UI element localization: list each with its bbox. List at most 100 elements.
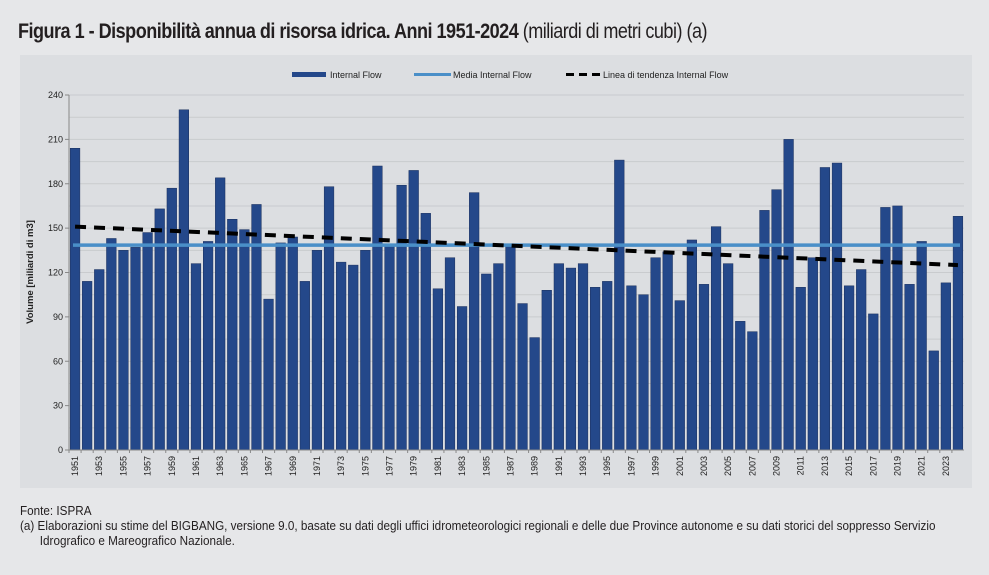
bar-2009 (771, 189, 782, 451)
x-tick-label: 2007 (747, 456, 757, 476)
x-tick-label: 1969 (288, 456, 298, 476)
bar-1982 (444, 257, 456, 451)
bar-2022 (928, 350, 939, 451)
bar-2007 (747, 331, 758, 451)
bar-2019 (892, 205, 903, 451)
bar-1975 (360, 250, 371, 451)
bar-2002 (686, 239, 697, 451)
bar-1989 (529, 337, 540, 451)
bar-1999 (650, 257, 661, 451)
x-tick-label: 2017 (868, 456, 878, 476)
bar-2023 (940, 282, 951, 451)
x-axis: 1951 1953 1955 1957 1959 1961 1963 1965 1967 1969… (68, 449, 964, 476)
bar-2006 (735, 321, 746, 451)
bar-2005 (723, 263, 734, 451)
figure-title-bold: Figura 1 - Disponibilità annua di risors… (18, 20, 519, 43)
bar-1966 (251, 204, 262, 451)
bar-1987 (505, 244, 516, 451)
bar-1992 (565, 267, 577, 451)
x-tick-label: 1979 (409, 456, 419, 476)
bar-1971 (311, 250, 323, 451)
x-tick-label: 1975 (360, 456, 370, 476)
bar-2017 (868, 313, 879, 451)
x-tick-label: 1997 (626, 456, 636, 476)
bar-2014 (831, 162, 843, 451)
bar-1991 (553, 263, 564, 451)
x-tick-label: 1961 (191, 456, 201, 476)
x-tick-label: 2013 (820, 456, 830, 476)
bar-1961 (190, 263, 202, 451)
bar-2013 (819, 167, 831, 451)
bar-1980 (420, 213, 431, 451)
bar-1960 (178, 109, 189, 451)
x-tick-label: 1967 (264, 456, 274, 476)
bar-1972 (323, 186, 335, 451)
bar-1988 (517, 303, 528, 451)
x-tick-label: 1963 (215, 456, 225, 476)
bar-2004 (710, 226, 722, 451)
x-tick-label: 1999 (651, 456, 661, 476)
bar-1955 (118, 250, 129, 451)
x-tick-label: 2015 (844, 456, 854, 476)
bar-1997 (626, 285, 637, 451)
legend-label-trend: Linea di tendenza Internal Flow (603, 70, 729, 80)
bar-1964 (227, 219, 238, 451)
bar-1968 (275, 242, 286, 451)
bar-1973 (336, 261, 347, 451)
x-tick-label: 2023 (941, 456, 951, 476)
bar-1970 (299, 281, 310, 451)
bar-1976 (372, 165, 383, 451)
bar-1959 (166, 187, 177, 451)
y-tick-label: 60 (53, 356, 63, 366)
bar-1985 (481, 273, 492, 451)
bar-2021 (916, 241, 927, 451)
bar-1983 (456, 306, 468, 451)
x-tick-label: 2021 (917, 456, 927, 476)
x-tick-label: 1951 (70, 456, 80, 476)
y-tick-label: 120 (48, 268, 63, 278)
y-tick-label: 150 (48, 223, 63, 233)
x-tick-label: 2009 (772, 456, 782, 476)
legend-label-media: Media Internal Flow (453, 70, 532, 80)
bar-1984 (469, 192, 480, 451)
x-tick-label: 1953 (94, 456, 104, 476)
bar-2024 (952, 216, 964, 451)
source-note: Fonte: ISPRA (20, 503, 92, 518)
trend-line (74, 224, 959, 268)
bar-1995 (602, 281, 613, 451)
x-tick-label: 1957 (143, 456, 153, 476)
figure-title: Figura 1 - Disponibilità annua di risors… (18, 20, 707, 44)
bar-2015 (844, 285, 855, 451)
bar-1974 (348, 264, 359, 451)
x-tick-label: 1973 (336, 456, 346, 476)
bar-2001 (674, 300, 685, 451)
x-tick-label: 1987 (505, 456, 515, 476)
x-tick-label: 2001 (675, 456, 685, 476)
bar-1967 (263, 298, 274, 451)
x-tick-label: 2011 (796, 456, 806, 475)
x-tick-label: 1995 (602, 456, 612, 476)
bar-1957 (142, 232, 153, 451)
x-tick-label: 1965 (239, 456, 249, 476)
bar-1979 (408, 170, 419, 451)
bar-1963 (215, 177, 226, 451)
bar-2012 (807, 257, 818, 451)
y-axis-label: Volume [miliardi di m3] (25, 220, 36, 324)
bar-1952 (82, 281, 93, 451)
bar-2016 (856, 269, 867, 451)
bar-1953 (94, 269, 105, 451)
bar-1981 (432, 288, 443, 451)
bar-2003 (698, 284, 710, 451)
x-tick-label: 1959 (167, 456, 177, 476)
bar-1986 (493, 263, 504, 451)
x-tick-label: 2019 (892, 456, 902, 476)
bar-2010 (783, 139, 794, 451)
y-tick-label: 0 (58, 445, 63, 455)
bars (69, 109, 964, 451)
bar-1977 (384, 244, 395, 451)
legend: Internal Flow Media Internal Flow Linea … (292, 70, 729, 80)
x-tick-label: 1989 (530, 456, 540, 476)
x-tick-label: 1977 (385, 456, 395, 476)
legend-swatch-internal-flow (292, 72, 326, 77)
bar-1954 (106, 238, 117, 451)
